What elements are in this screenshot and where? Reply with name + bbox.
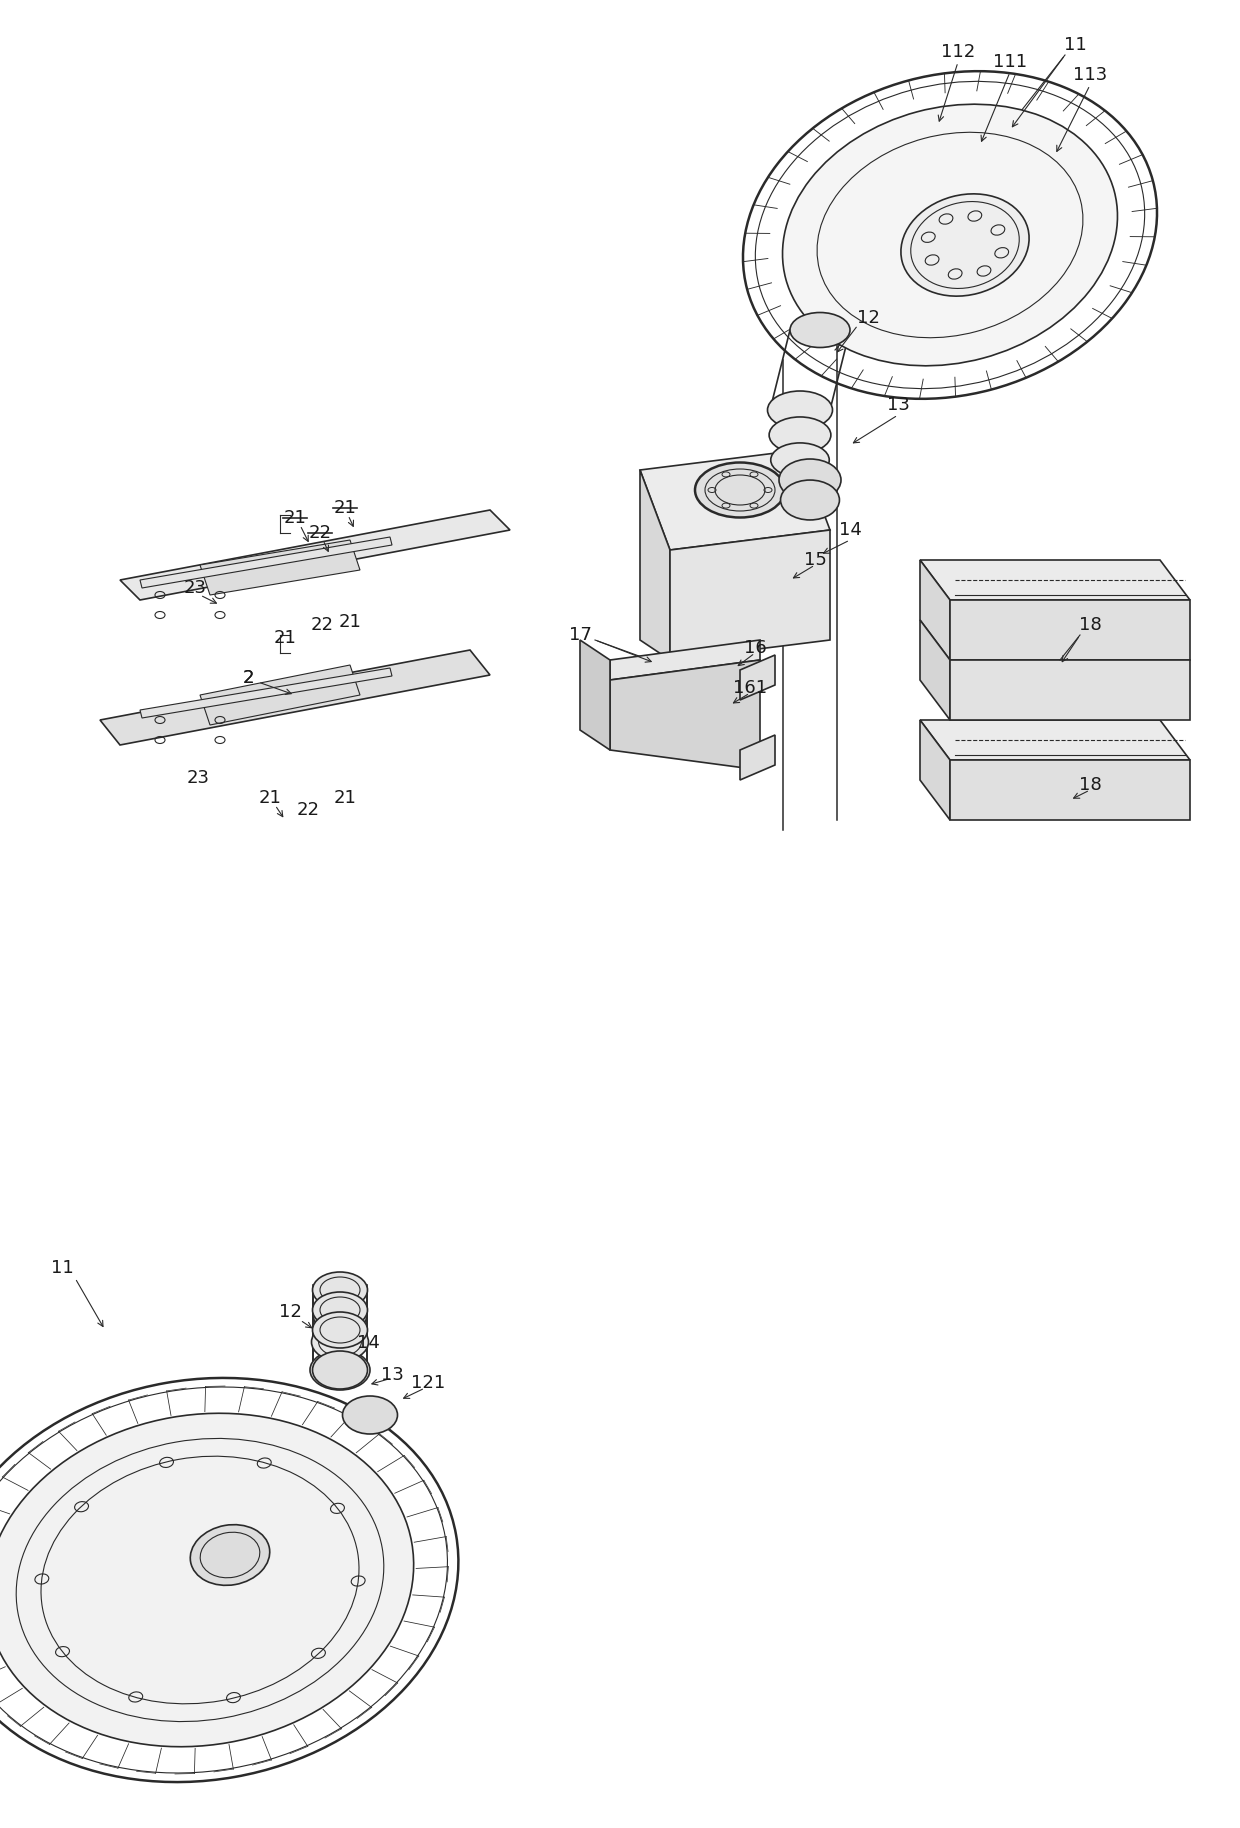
Ellipse shape bbox=[769, 417, 831, 453]
Text: 21: 21 bbox=[284, 508, 306, 526]
Polygon shape bbox=[610, 640, 760, 680]
Ellipse shape bbox=[312, 1298, 367, 1333]
Polygon shape bbox=[920, 559, 1190, 600]
Text: 121: 121 bbox=[410, 1375, 445, 1391]
Ellipse shape bbox=[342, 1397, 398, 1433]
Polygon shape bbox=[610, 660, 760, 770]
Polygon shape bbox=[670, 530, 830, 660]
Ellipse shape bbox=[779, 459, 841, 501]
Text: 2: 2 bbox=[242, 669, 254, 687]
Text: 14: 14 bbox=[838, 521, 862, 539]
Text: 12: 12 bbox=[279, 1303, 301, 1322]
Polygon shape bbox=[950, 660, 1190, 720]
Polygon shape bbox=[100, 651, 490, 746]
Ellipse shape bbox=[312, 1313, 367, 1347]
Ellipse shape bbox=[768, 391, 832, 430]
Text: 112: 112 bbox=[941, 44, 975, 60]
Text: 18: 18 bbox=[1079, 616, 1101, 634]
Polygon shape bbox=[580, 640, 610, 749]
Polygon shape bbox=[200, 539, 360, 594]
Text: 22: 22 bbox=[310, 616, 334, 634]
Polygon shape bbox=[920, 720, 950, 821]
Ellipse shape bbox=[312, 1272, 367, 1309]
Text: 12: 12 bbox=[857, 309, 879, 327]
Ellipse shape bbox=[901, 194, 1029, 296]
Text: 161: 161 bbox=[733, 678, 768, 696]
Ellipse shape bbox=[312, 1351, 367, 1389]
Polygon shape bbox=[740, 654, 775, 700]
Polygon shape bbox=[920, 620, 950, 720]
Polygon shape bbox=[950, 760, 1190, 821]
Ellipse shape bbox=[0, 1413, 414, 1748]
Text: 17: 17 bbox=[569, 625, 591, 643]
Polygon shape bbox=[140, 667, 392, 718]
Ellipse shape bbox=[790, 313, 849, 347]
Text: 21: 21 bbox=[334, 790, 356, 806]
Text: 23: 23 bbox=[184, 579, 207, 598]
Polygon shape bbox=[140, 537, 392, 589]
Text: 111: 111 bbox=[993, 53, 1027, 71]
Text: 16: 16 bbox=[744, 640, 766, 656]
Text: 21: 21 bbox=[334, 499, 356, 517]
Text: 14: 14 bbox=[357, 1334, 379, 1353]
Polygon shape bbox=[950, 600, 1190, 660]
Ellipse shape bbox=[311, 1323, 368, 1362]
Ellipse shape bbox=[782, 104, 1117, 366]
Text: 22: 22 bbox=[309, 525, 331, 541]
Text: 113: 113 bbox=[1073, 66, 1107, 84]
Text: 11: 11 bbox=[51, 1259, 73, 1278]
Polygon shape bbox=[640, 470, 670, 660]
Text: 2: 2 bbox=[242, 669, 254, 687]
Text: 13: 13 bbox=[887, 397, 909, 413]
Text: 18: 18 bbox=[1079, 777, 1101, 793]
Ellipse shape bbox=[694, 462, 785, 517]
Ellipse shape bbox=[771, 442, 830, 477]
Ellipse shape bbox=[190, 1525, 270, 1585]
Text: 21: 21 bbox=[274, 629, 296, 647]
Polygon shape bbox=[920, 559, 950, 660]
Text: 22: 22 bbox=[296, 801, 320, 819]
Text: 11: 11 bbox=[1064, 37, 1086, 55]
Ellipse shape bbox=[780, 481, 839, 519]
Text: 21: 21 bbox=[259, 790, 281, 806]
Text: 15: 15 bbox=[804, 550, 826, 569]
Polygon shape bbox=[200, 665, 360, 726]
Ellipse shape bbox=[312, 1292, 367, 1327]
Polygon shape bbox=[120, 510, 510, 600]
Polygon shape bbox=[920, 720, 1190, 760]
Ellipse shape bbox=[310, 1351, 370, 1389]
Polygon shape bbox=[640, 450, 830, 550]
Text: 23: 23 bbox=[186, 770, 210, 788]
Polygon shape bbox=[740, 735, 775, 781]
Text: 21: 21 bbox=[339, 612, 361, 631]
Text: 13: 13 bbox=[381, 1366, 403, 1384]
